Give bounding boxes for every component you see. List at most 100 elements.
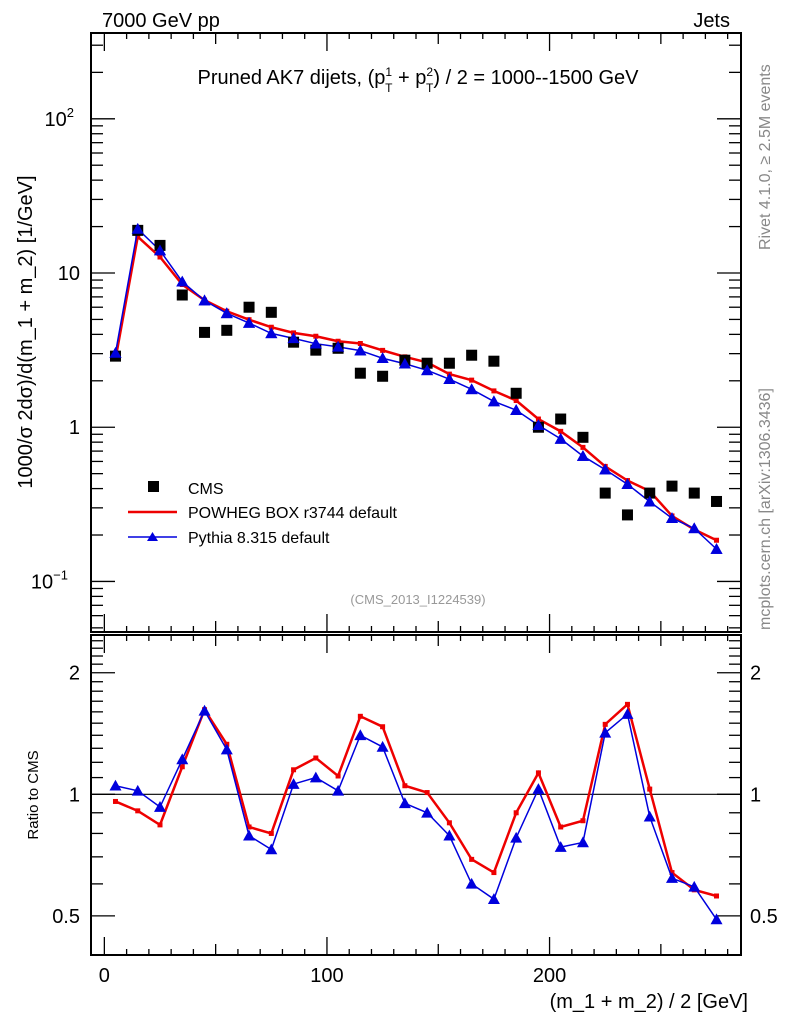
cms-point	[221, 324, 233, 336]
pythia-point	[154, 244, 167, 256]
ratio-y-tick-label-left: 1	[69, 784, 80, 806]
pythia-ratio-point	[487, 893, 500, 904]
pythia-point	[198, 294, 211, 306]
powheg-ratio-point	[135, 808, 141, 814]
powheg-ratio-point	[246, 824, 252, 830]
pythia-point	[398, 357, 411, 369]
powheg-ratio-point	[357, 713, 363, 719]
pythia-point	[465, 383, 478, 395]
pythia-ratio-point	[376, 740, 389, 752]
cms-point	[354, 367, 366, 379]
pythia-ratio-point	[243, 829, 256, 841]
powheg-ratio-point	[714, 893, 720, 899]
pythia-point	[487, 395, 500, 407]
pythia-ratio-point	[576, 836, 589, 848]
ratio-y-tick-label-right: 0.5	[750, 906, 778, 928]
pythia-point	[376, 352, 389, 364]
pythia-point	[332, 340, 345, 352]
pythia-point	[109, 346, 122, 358]
ratio-plot-panel: 0.5 0.5 1 1 2 2 0 100 200 Ratio to CMS (m_1 + m…	[25, 634, 778, 1013]
y-tick-label: 10	[58, 263, 80, 285]
powheg-ratio-point	[424, 790, 430, 796]
y-tick-label: 10−1	[31, 567, 68, 593]
pythia-ratio-point	[510, 831, 523, 843]
powheg-point	[714, 537, 720, 543]
legend-cms-marker	[148, 481, 159, 492]
pythia-point	[710, 543, 723, 554]
plot-title: Pruned AK7 dijets, (p1 T + p2 T) / 2 = 100…	[197, 65, 639, 95]
powheg-point	[380, 347, 386, 353]
main-axis-ticks	[91, 33, 741, 632]
powheg-point	[357, 341, 363, 347]
pythia-ratio-point	[154, 801, 167, 812]
ratio-plot-frame	[90, 634, 742, 956]
pythia-ratio-point	[109, 779, 122, 791]
powheg-point	[268, 324, 274, 330]
cms-point	[310, 344, 322, 356]
pythia-point	[131, 222, 144, 234]
legend: CMS POWHEG BOX r3744 default Pythia 8.31…	[128, 481, 398, 547]
pythia-ratio-point	[421, 806, 434, 818]
pythia-ratio-point	[220, 743, 233, 755]
main-series-group	[109, 222, 723, 554]
cms-point	[199, 326, 211, 338]
powheg-point	[491, 388, 497, 394]
pythia-point	[510, 404, 523, 415]
powheg-ratio-point	[157, 822, 163, 828]
pythia-ratio-point	[198, 704, 211, 716]
ratio-y-tick-label-left: 0.5	[52, 906, 80, 928]
powheg-ratio-point	[647, 786, 653, 792]
pythia-ratio-point	[532, 783, 545, 794]
mcplots-credit-label: mcplots.cern.ch [arXiv:1306.3436]	[757, 388, 774, 630]
x-axis-label: (m_1 + m_2) / 2 [GeV]	[550, 991, 748, 1013]
pythia-ratio-point	[131, 784, 144, 796]
pythia-ratio-point	[643, 810, 656, 822]
pythia-point	[176, 275, 189, 287]
pythia-ratio-point	[332, 784, 345, 796]
cms-point	[377, 370, 389, 382]
x-tick-label: 100	[310, 965, 343, 987]
powheg-ratio-point	[112, 798, 118, 804]
pythia-point	[599, 463, 612, 475]
ratio-y-tick-label-right: 2	[750, 663, 761, 685]
pythia-point	[265, 327, 278, 339]
x-tick-labels: 0 100 200	[99, 965, 566, 987]
cms-point	[243, 301, 255, 313]
pythia-line	[114, 227, 718, 550]
powheg-point	[513, 398, 519, 404]
cms-point	[644, 487, 656, 499]
legend-pythia-marker	[147, 532, 158, 541]
pythia-point	[443, 373, 456, 384]
legend-pythia-label: Pythia 8.315 default	[188, 530, 330, 547]
legend-powheg-label: POWHEG BOX r3744 default	[188, 505, 398, 522]
powheg-ratio-point	[580, 818, 586, 824]
pythia-ratio-point	[309, 771, 322, 783]
pythia-ratio-point	[354, 729, 367, 741]
powheg-ratio-point	[491, 870, 497, 876]
powheg-ratio-point	[535, 770, 541, 776]
pythia-point	[220, 307, 233, 319]
ratio-y-axis-label: Ratio to CMS	[25, 750, 42, 839]
main-y-axis-label: 1000/σ 2dσ)/d(m_1 + m_2) [1/GeV]	[15, 175, 37, 488]
pythia-ratio-point	[554, 841, 567, 852]
pythia-ratio-point	[621, 708, 634, 719]
powheg-point	[558, 428, 564, 434]
analysis-id-label: (CMS_2013_I1224539)	[350, 592, 485, 607]
pythia-ratio-point	[287, 778, 300, 789]
pythia-point	[576, 450, 589, 461]
cms-point	[599, 487, 611, 499]
powheg-ratio-point	[402, 783, 408, 789]
powheg-point	[313, 333, 319, 339]
pythia-ratio-point	[665, 872, 678, 883]
pythia-ratio-point	[465, 877, 478, 889]
collision-label: 7000 GeV pp	[102, 10, 220, 32]
ratio-y-tick-labels: 0.5 0.5 1 1 2 2	[52, 663, 778, 928]
cms-point	[265, 306, 277, 318]
cms-point	[510, 387, 522, 399]
powheg-ratio-point	[313, 755, 319, 761]
pythia-ratio-point	[176, 753, 189, 765]
cms-point	[443, 357, 455, 369]
pythia-ratio-line	[115, 709, 718, 920]
pythia-ratio-point	[398, 797, 411, 809]
cms-point	[711, 495, 723, 507]
